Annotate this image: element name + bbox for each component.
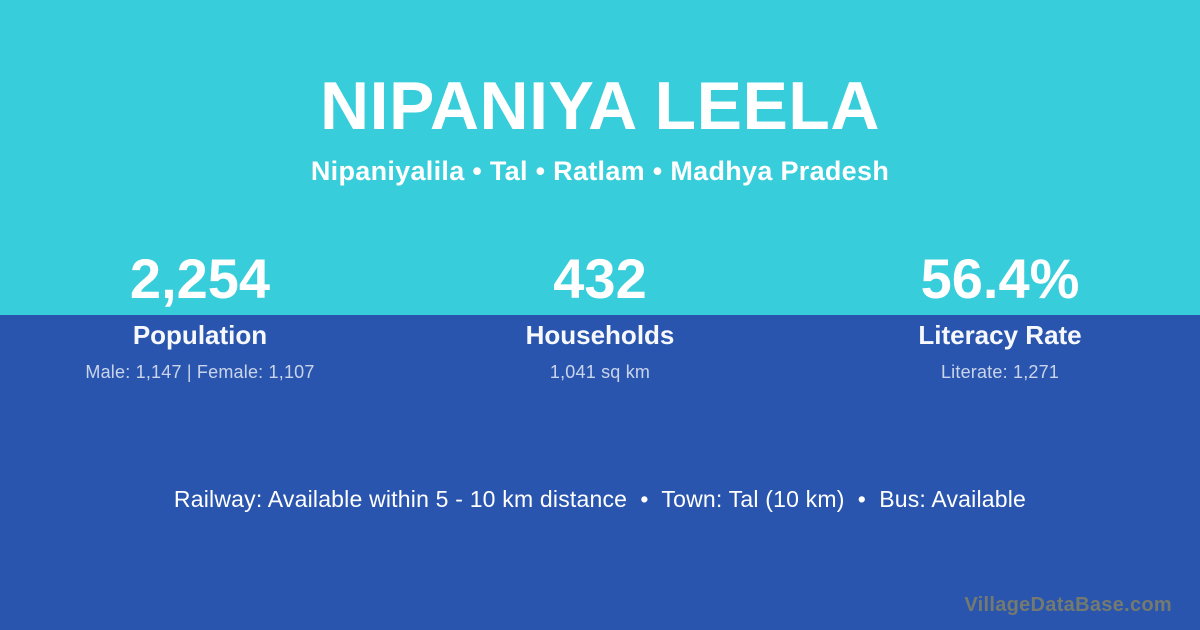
stat-block-households: Households 1,041 sq km: [400, 320, 800, 383]
village-breadcrumb: Nipaniyalila • Tal • Ratlam • Madhya Pra…: [310, 156, 890, 186]
amenities-summary: Railway: Available within 5 - 10 km dist…: [173, 486, 1027, 512]
stat-label-households: Households: [525, 320, 675, 350]
stat-labels-row: Population Male: 1,147 | Female: 1,107 H…: [0, 315, 1200, 383]
stat-block-population: Population Male: 1,147 | Female: 1,107: [0, 320, 400, 383]
stat-detail-population: Male: 1,147 | Female: 1,107: [85, 362, 315, 383]
details-section: Population Male: 1,147 | Female: 1,107 H…: [0, 315, 1200, 630]
header-section: NIPANIYA LEELA Nipaniyalila • Tal • Ratl…: [0, 0, 1200, 315]
stat-detail-literacy-rate: Literate: 1,271: [940, 362, 1060, 383]
stat-label-population: Population: [132, 320, 268, 350]
stat-label-literacy-rate: Literacy Rate: [918, 320, 1082, 350]
stat-values-row: 2,254 432 56.4%: [0, 251, 1200, 315]
stat-detail-households: 1,041 sq km: [549, 362, 651, 383]
stat-value-population: 2,254: [129, 247, 271, 310]
stat-block-literacy-rate: Literacy Rate Literate: 1,271: [800, 320, 1200, 383]
site-watermark: VillageDataBase.com: [964, 594, 1172, 616]
stat-value-households: 432: [553, 247, 647, 310]
village-title: NIPANIYA LEELA: [320, 68, 880, 144]
stat-value-literacy-rate: 56.4%: [920, 247, 1080, 310]
